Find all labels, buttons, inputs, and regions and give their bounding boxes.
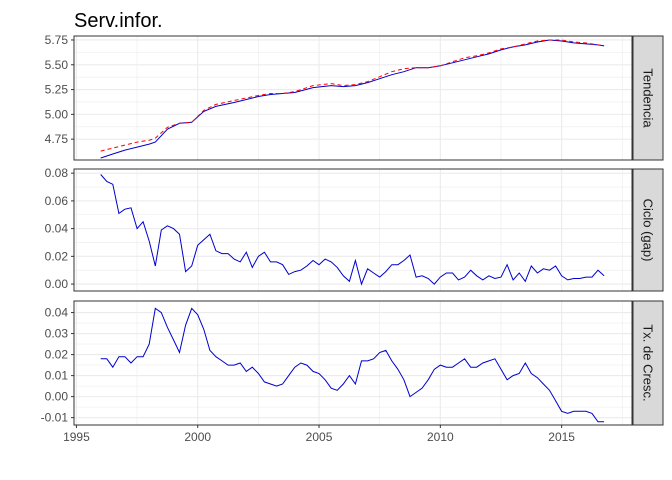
series-line [100, 307, 605, 423]
y-tick-label: 0.06 [45, 194, 69, 208]
y-tick-label: 0.02 [45, 249, 69, 263]
x-axis: 1995 2000 2005 2010 2015 [63, 425, 575, 444]
panel-border [73, 300, 633, 426]
y-tick-label: 0.03 [45, 327, 69, 341]
panel-1: 4.75 5.00 5.25 5.50 5.75 Tendencia [45, 33, 664, 161]
panel-background [74, 36, 632, 160]
facet-strip-label: Tendencia [641, 68, 656, 128]
x-tick-label: 2010 [427, 430, 454, 444]
y-tick-label: 0.04 [45, 306, 69, 320]
y-tick-label: 5.75 [45, 33, 69, 47]
series-line [100, 39, 605, 159]
panel-background [74, 169, 632, 291]
y-tick-label: 5.00 [45, 107, 69, 121]
y-tick-label: 5.50 [45, 58, 69, 72]
panel-background [74, 301, 632, 425]
y-tick-label: 0.00 [45, 390, 69, 404]
y-tick-label: 0.08 [45, 166, 69, 180]
facet-strip [632, 168, 664, 292]
panel-border [73, 168, 633, 292]
y-tick-label: 5.25 [45, 83, 69, 97]
panels: 4.755.005.255.505.75Tendencia0.000.020.0… [41, 33, 664, 426]
panel-2: 0.00 0.02 0.04 0.06 0.08 Ciclo (gap) [45, 166, 664, 292]
y-tick-label: 0.02 [45, 348, 69, 362]
panel-3: -0.01 0.00 0.01 0.02 0.03 0.04 Tx. de Cresc. [41, 300, 664, 426]
series-line [100, 174, 605, 286]
x-tick-label: 2005 [306, 430, 333, 444]
x-tick-label: 1995 [63, 430, 90, 444]
panel-border [73, 35, 633, 161]
trend-line [100, 39, 605, 152]
y-tick-label: 0.04 [45, 222, 69, 236]
facet-strip [632, 35, 664, 161]
y-tick-label: 0.00 [45, 277, 69, 291]
x-tick-label: 2000 [184, 430, 211, 444]
facet-strip-label: Ciclo (gap) [641, 199, 656, 262]
x-tick-label: 2015 [548, 430, 575, 444]
y-tick-label: -0.01 [41, 411, 69, 425]
y-tick-label: 0.01 [45, 369, 69, 383]
facet-strip-label: Tx. de Cresc. [641, 324, 656, 401]
chart-title: Serv.infor. [74, 10, 163, 32]
y-tick-label: 4.75 [45, 132, 69, 146]
facet-strip [632, 300, 664, 426]
